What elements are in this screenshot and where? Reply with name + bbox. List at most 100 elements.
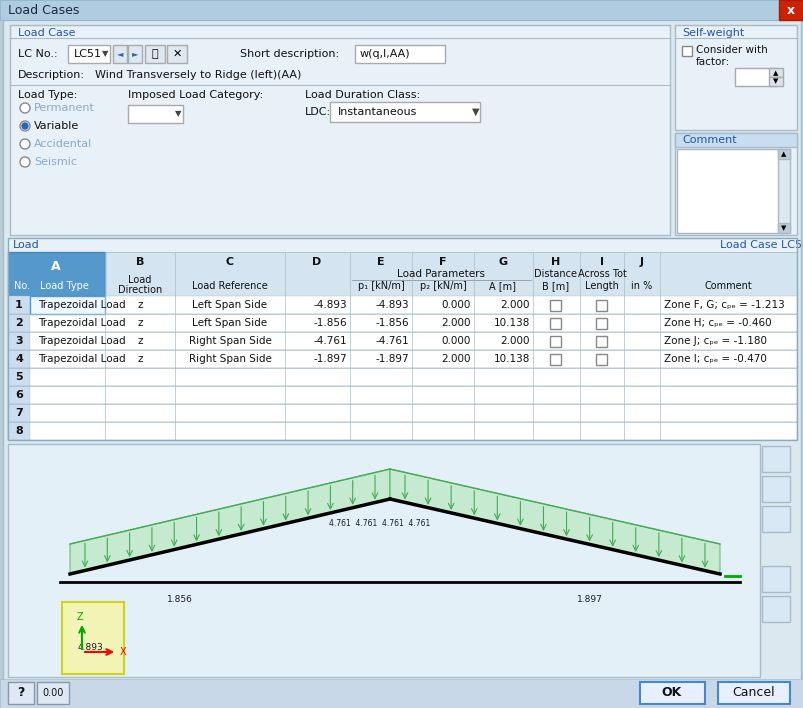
Text: 0.000: 0.000 bbox=[441, 300, 471, 310]
Text: Z: Z bbox=[76, 612, 84, 622]
Text: 4.893: 4.893 bbox=[77, 642, 103, 651]
Bar bbox=[37, 682, 69, 704]
Text: Zone F, G; cₚₑ = -1.213: Zone F, G; cₚₑ = -1.213 bbox=[663, 300, 784, 310]
Text: z: z bbox=[137, 336, 143, 346]
Bar bbox=[768, 68, 782, 77]
Text: Right Span Side: Right Span Side bbox=[189, 354, 271, 364]
Text: -1.856: -1.856 bbox=[375, 318, 409, 328]
Text: ✕: ✕ bbox=[172, 49, 181, 59]
Text: D: D bbox=[312, 257, 321, 267]
Bar bbox=[8, 386, 30, 404]
Bar bbox=[681, 46, 691, 56]
Bar bbox=[329, 102, 479, 122]
Bar bbox=[761, 596, 789, 622]
Bar bbox=[675, 133, 796, 235]
Text: 6: 6 bbox=[15, 390, 23, 400]
Circle shape bbox=[22, 123, 28, 129]
Text: Instantaneous: Instantaneous bbox=[337, 107, 417, 117]
Bar bbox=[549, 318, 560, 329]
Bar bbox=[10, 25, 669, 235]
Text: ?: ? bbox=[18, 687, 25, 700]
Text: ▼: ▼ bbox=[471, 107, 479, 117]
Text: -1.856: -1.856 bbox=[313, 318, 347, 328]
Bar bbox=[549, 300, 560, 311]
Bar bbox=[639, 682, 704, 704]
Text: Load Type: Load Type bbox=[40, 281, 89, 291]
Text: Comment: Comment bbox=[703, 281, 751, 291]
Bar bbox=[595, 354, 606, 365]
Text: Load Parameters: Load Parameters bbox=[397, 269, 484, 279]
Text: 2.000: 2.000 bbox=[441, 354, 471, 364]
Bar bbox=[8, 238, 796, 252]
Text: G: G bbox=[498, 257, 507, 267]
Bar bbox=[8, 422, 30, 440]
Text: B: B bbox=[136, 257, 144, 267]
Bar bbox=[734, 68, 776, 86]
Text: Permanent: Permanent bbox=[34, 103, 95, 113]
Bar bbox=[30, 296, 105, 314]
Bar bbox=[761, 506, 789, 532]
Text: H: H bbox=[551, 257, 560, 267]
Text: Zone H; cₚₑ = -0.460: Zone H; cₚₑ = -0.460 bbox=[663, 318, 771, 328]
Text: ►: ► bbox=[132, 50, 138, 59]
Bar bbox=[8, 368, 796, 386]
Bar bbox=[8, 332, 30, 350]
Bar bbox=[68, 45, 110, 63]
Bar bbox=[761, 446, 789, 472]
Bar bbox=[8, 682, 34, 704]
Text: -1.897: -1.897 bbox=[375, 354, 409, 364]
Text: 1.856: 1.856 bbox=[167, 595, 193, 605]
Text: Trapezoidal Load: Trapezoidal Load bbox=[38, 336, 125, 346]
Text: Left Span Side: Left Span Side bbox=[192, 318, 267, 328]
Bar bbox=[675, 25, 796, 130]
Text: Load Case: Load Case bbox=[18, 28, 75, 38]
Circle shape bbox=[20, 103, 30, 113]
Text: Short description:: Short description: bbox=[240, 49, 339, 59]
Bar bbox=[595, 336, 606, 347]
Polygon shape bbox=[70, 469, 389, 574]
Text: LDC:: LDC: bbox=[304, 107, 331, 117]
Text: Trapezoidal Load: Trapezoidal Load bbox=[38, 354, 125, 364]
Text: 2: 2 bbox=[15, 318, 22, 328]
Text: 2.000: 2.000 bbox=[441, 318, 471, 328]
Text: Load Cases: Load Cases bbox=[8, 4, 79, 16]
Text: x: x bbox=[786, 4, 794, 16]
Text: Distance: Distance bbox=[534, 269, 577, 279]
Bar bbox=[549, 336, 560, 347]
Text: Description:: Description: bbox=[18, 70, 85, 80]
Text: in %: in % bbox=[630, 281, 652, 291]
Text: 🗋: 🗋 bbox=[152, 49, 158, 59]
Bar bbox=[8, 444, 759, 677]
Text: A [m]: A [m] bbox=[489, 281, 516, 291]
Text: Consider with: Consider with bbox=[695, 45, 767, 55]
Text: C: C bbox=[226, 257, 234, 267]
Bar bbox=[8, 314, 796, 332]
Text: Zone J; cₚₑ = -1.180: Zone J; cₚₑ = -1.180 bbox=[663, 336, 766, 346]
Text: F: F bbox=[438, 257, 446, 267]
Bar bbox=[8, 422, 796, 440]
Text: ▼: ▼ bbox=[175, 110, 181, 118]
Polygon shape bbox=[389, 469, 719, 574]
Bar bbox=[777, 149, 789, 159]
Text: ▼: ▼ bbox=[102, 50, 108, 59]
Text: -4.893: -4.893 bbox=[313, 300, 347, 310]
Text: Seismic: Seismic bbox=[34, 157, 77, 167]
Text: Variable: Variable bbox=[34, 121, 79, 131]
Text: E: E bbox=[377, 257, 385, 267]
Circle shape bbox=[20, 121, 30, 131]
Bar bbox=[768, 77, 782, 86]
Text: 1: 1 bbox=[15, 300, 22, 310]
Text: 0.00: 0.00 bbox=[43, 688, 63, 698]
Text: z: z bbox=[137, 354, 143, 364]
Text: Trapezoidal Load: Trapezoidal Load bbox=[38, 318, 125, 328]
Text: w(q,l,AA): w(q,l,AA) bbox=[360, 49, 410, 59]
Bar bbox=[8, 296, 796, 314]
Bar bbox=[8, 252, 796, 296]
Text: I: I bbox=[599, 257, 603, 267]
Text: ▼: ▼ bbox=[772, 78, 778, 84]
Bar bbox=[761, 476, 789, 502]
Bar bbox=[8, 404, 796, 422]
Text: Cancel: Cancel bbox=[732, 687, 774, 700]
Text: -4.761: -4.761 bbox=[375, 336, 409, 346]
Text: Imposed Load Category:: Imposed Load Category: bbox=[128, 90, 263, 100]
